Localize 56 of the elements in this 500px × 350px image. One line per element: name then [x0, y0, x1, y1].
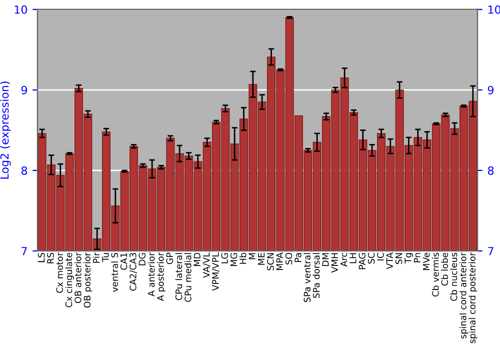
x-tick-label: Pa [294, 253, 302, 262]
x-tick-label: SPa ventral [304, 253, 310, 302]
x-tick-label: LG [221, 253, 228, 264]
x-tick-label: RS [47, 252, 54, 264]
x-tick-label: VTA [386, 252, 393, 270]
x-tick-label: VMH [331, 253, 338, 273]
x-tick-label: Cx motor [56, 252, 63, 293]
x-tick-label: SC [368, 252, 375, 264]
x-tick-label: PAG [358, 253, 366, 270]
y-tick-label: 9 [21, 86, 27, 94]
x-tick-label: Cb lobe [441, 252, 448, 286]
x-tick-label: Hb [239, 252, 246, 264]
x-tick-label: SPa dorsal [312, 253, 320, 298]
x-tick-label: LH [350, 253, 356, 264]
x-tick-label: CPu medial [184, 253, 192, 302]
y2-tick-label: 9 [488, 86, 494, 94]
x-tick-label: DM [322, 253, 329, 266]
x-tick-label: OB posterior [84, 252, 92, 308]
x-tick-label: VPM/VPL [212, 252, 220, 291]
y-axis-title: Log2 (expression) [0, 82, 11, 179]
x-tick-label: A anterior [148, 252, 155, 296]
x-tick-label: SN [395, 253, 402, 264]
x-tick-label: Tu [102, 253, 109, 262]
x-tick-label: MG [230, 253, 238, 266]
x-tick-label: A posterior [156, 252, 166, 302]
x-tick-label: Pir [92, 252, 100, 263]
y-tick-label: 7 [22, 247, 27, 256]
x-tick-label: Pn [414, 253, 420, 262]
x-tick-label: ventral S [111, 252, 118, 292]
x-tick-label: ME [258, 252, 265, 265]
x-tick-label: CA1 [120, 253, 128, 270]
x-tick-label: IC [377, 252, 384, 260]
x-tick-label: SO [285, 252, 292, 264]
x-tick-label: M [248, 253, 256, 260]
y2-tick-label: 8 [488, 166, 494, 175]
x-tick-label: Cx cingulate [65, 252, 74, 308]
x-tick-label: spinal cord posterior [468, 252, 478, 344]
x-tick-label: MD [194, 252, 200, 266]
x-tick-label: GP [166, 252, 173, 264]
x-tick-label: CPu lateral [175, 253, 182, 300]
x-tick-label: Arc [340, 252, 348, 267]
x-tick-label: MPA [276, 252, 283, 270]
x-tick-label: SCN [267, 253, 274, 270]
x-tick-label: CA2/CA3 [130, 253, 138, 291]
x-tick-label: DG [138, 253, 146, 266]
x-tick-label: OB anterior [74, 252, 82, 304]
x-tick-label: MVe [423, 252, 430, 270]
x-tick-label: LS [38, 252, 45, 262]
x-tick-label: Cb nucleus [450, 252, 458, 301]
x-tick-label: Cb vermis [432, 252, 439, 297]
y-tick-label: 8 [21, 166, 28, 175]
y2-tick-label: 7 [488, 247, 494, 256]
x-tick-label: spinal cord anterior [459, 252, 468, 339]
x-tick-label: VA/VL [203, 252, 210, 278]
y-tick-label: 10 [14, 5, 28, 14]
x-tick-label: Tg [404, 253, 414, 264]
